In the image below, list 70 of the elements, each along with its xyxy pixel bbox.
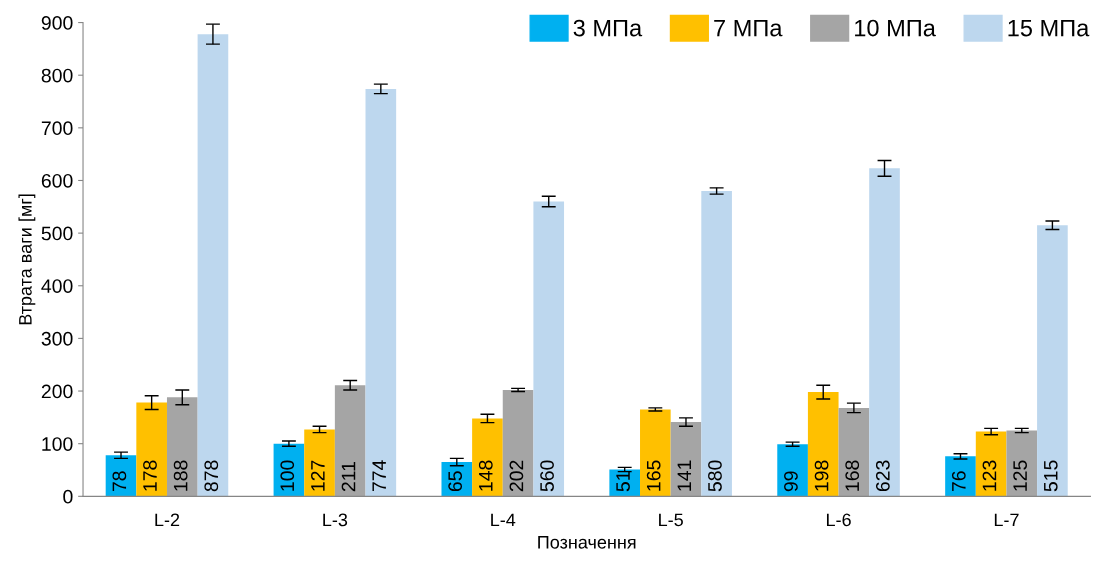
y-tick-label: 200 xyxy=(41,384,73,399)
data-label: 65 xyxy=(448,471,463,492)
legend-label: 7 МПа xyxy=(714,19,783,37)
data-label: 76 xyxy=(951,471,966,492)
y-tick-label: 100 xyxy=(42,437,73,451)
data-label: 623 xyxy=(875,460,890,492)
x-tick-label: L-2 xyxy=(155,513,180,527)
y-tick-label: 700 xyxy=(41,121,73,136)
bar xyxy=(502,389,534,497)
bar xyxy=(273,443,305,497)
bar xyxy=(609,469,641,497)
y-tick-label: 500 xyxy=(41,226,73,241)
x-tick-label: L-5 xyxy=(659,513,683,527)
bar xyxy=(472,418,503,497)
y-tick-label: 900 xyxy=(41,16,73,30)
bar xyxy=(1037,225,1068,497)
data-label: 100 xyxy=(280,460,295,491)
bar xyxy=(670,422,702,497)
data-label: 774 xyxy=(372,460,386,492)
bar xyxy=(945,456,976,497)
bar xyxy=(197,34,229,497)
data-label: 51 xyxy=(616,471,630,492)
data-label: 580 xyxy=(708,460,722,492)
data-label: 165 xyxy=(646,460,661,491)
bar xyxy=(334,385,366,497)
y-tick-label: 0 xyxy=(63,489,73,504)
data-label: 515 xyxy=(1044,460,1058,492)
bar xyxy=(1006,430,1038,497)
data-label: 188 xyxy=(173,460,188,491)
data-label: 127 xyxy=(311,460,325,491)
data-label: 78 xyxy=(112,471,127,492)
data-label: 878 xyxy=(204,460,219,492)
data-label: 211 xyxy=(341,462,356,492)
legend-label: 3 МПа xyxy=(573,19,643,37)
bar xyxy=(640,409,671,497)
bar xyxy=(869,168,900,497)
x-tick-label: L-4 xyxy=(491,513,516,527)
data-label: 99 xyxy=(784,471,798,492)
bar xyxy=(838,407,870,497)
bar xyxy=(136,402,167,497)
bar xyxy=(365,88,397,497)
data-label: 148 xyxy=(478,460,493,491)
x-axis-title: Позначення xyxy=(538,536,636,549)
y-axis-title: Втрата ваги [мг] xyxy=(18,194,36,325)
data-label: 125 xyxy=(1013,460,1027,491)
x-tick-label: L-6 xyxy=(826,513,851,527)
data-label: 198 xyxy=(814,460,829,491)
data-label: 123 xyxy=(982,460,997,491)
data-label: 178 xyxy=(143,460,157,491)
bar xyxy=(975,431,1007,497)
bar xyxy=(166,397,198,497)
y-tick-label: 400 xyxy=(41,279,73,293)
bar xyxy=(807,392,839,497)
data-label: 560 xyxy=(540,460,554,492)
legend-label: 15 МПа xyxy=(1008,19,1090,37)
bar xyxy=(441,462,473,497)
data-label: 141 xyxy=(677,460,692,491)
data-label: 202 xyxy=(509,460,524,492)
x-tick-label: L-3 xyxy=(323,513,348,527)
bar xyxy=(701,191,732,497)
bar xyxy=(304,429,335,497)
bar xyxy=(777,444,808,497)
y-tick-label: 600 xyxy=(41,173,73,188)
y-tick-label: 800 xyxy=(41,68,73,83)
bar xyxy=(533,201,565,497)
bar xyxy=(105,455,137,497)
x-tick-label: L-7 xyxy=(994,513,1019,527)
y-tick-label: 300 xyxy=(41,331,73,346)
data-label: 168 xyxy=(845,460,860,491)
legend-label: 10 МПа xyxy=(855,19,936,37)
